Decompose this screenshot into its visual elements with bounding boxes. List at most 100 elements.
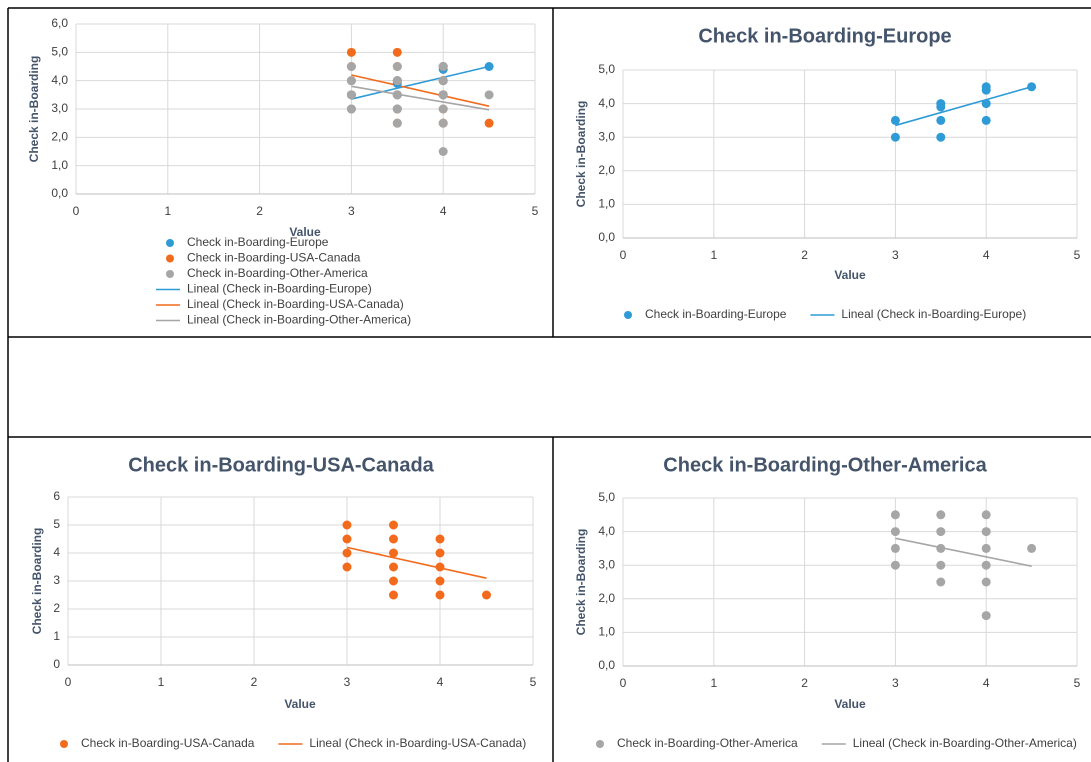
x-tick-label: 4 xyxy=(440,204,447,218)
legend-entry: Check in-Boarding-Europe xyxy=(624,307,787,321)
point xyxy=(1027,82,1037,92)
trend-line xyxy=(351,74,490,107)
point xyxy=(389,534,398,544)
y-tick-label: 4,0 xyxy=(598,524,615,538)
point xyxy=(438,118,448,128)
legend-marker xyxy=(60,740,68,748)
legend-label: Check in-Boarding-USA-Canada xyxy=(187,251,361,265)
legend-entry: Lineal (Check in-Boarding-Other-America) xyxy=(156,313,411,327)
x-axis-title: Value xyxy=(289,225,321,239)
point xyxy=(890,527,900,537)
legend-label: Lineal (Check in-Boarding-Other-America) xyxy=(853,736,1077,750)
point xyxy=(438,62,448,71)
legend-marker xyxy=(166,254,174,263)
point xyxy=(435,590,445,600)
point xyxy=(936,527,946,537)
x-tick-label: 0 xyxy=(65,675,72,689)
point xyxy=(981,577,991,587)
x-tick-label: 4 xyxy=(983,248,990,262)
x-tick-label: 4 xyxy=(437,675,444,689)
point xyxy=(936,115,946,125)
point xyxy=(389,590,398,600)
legend-label: Lineal (Check in-Boarding-USA-Canada) xyxy=(309,736,526,750)
legend-label: Check in-Boarding-Other-America xyxy=(617,736,798,750)
point xyxy=(438,76,448,86)
y-tick-label: 5,0 xyxy=(598,62,615,76)
point xyxy=(484,62,494,71)
y-tick-label: 5,0 xyxy=(598,490,615,504)
point xyxy=(981,510,991,520)
trend-line xyxy=(895,86,1032,127)
legend-label: Lineal (Check in-Boarding-Europe) xyxy=(187,282,372,296)
y-tick-label: 1,0 xyxy=(598,625,615,639)
y-tick-label: 4,0 xyxy=(598,96,615,110)
x-tick-label: 1 xyxy=(710,676,717,690)
point xyxy=(346,47,356,57)
y-tick-label: 1,0 xyxy=(598,197,615,211)
point xyxy=(484,118,494,128)
point xyxy=(890,510,900,520)
x-tick-label: 1 xyxy=(158,675,165,689)
x-tick-label: 3 xyxy=(892,248,899,262)
y-tick-label: 0,0 xyxy=(598,658,615,672)
legend-entry: Lineal (Check in-Boarding-Europe) xyxy=(156,282,372,296)
y-tick-label: 4,0 xyxy=(51,73,68,87)
point xyxy=(936,577,946,587)
legend-label: Lineal (Check in-Boarding-Other-America) xyxy=(187,313,411,327)
y-tick-label: 0,0 xyxy=(598,230,615,244)
point xyxy=(981,527,991,537)
legend-entry: Check in-Boarding-USA-Canada xyxy=(60,736,255,750)
legend-label: Lineal (Check in-Boarding-USA-Canada) xyxy=(187,297,404,311)
point xyxy=(981,560,991,570)
chart-title: Check in-Boarding-Europe xyxy=(698,25,951,47)
point xyxy=(435,576,445,586)
point xyxy=(346,104,356,114)
y-tick-label: 6 xyxy=(53,489,60,503)
y-tick-label: 3 xyxy=(53,573,60,587)
x-axis-title: Value xyxy=(284,697,316,711)
x-tick-label: 3 xyxy=(344,675,351,689)
point xyxy=(346,76,356,86)
point xyxy=(389,576,398,586)
point xyxy=(1027,543,1037,553)
point xyxy=(342,520,352,530)
legend-entry: Check in-Boarding-Other-America xyxy=(596,736,798,750)
x-tick-label: 0 xyxy=(73,204,80,218)
point xyxy=(981,543,991,553)
point xyxy=(484,90,494,100)
legend-label: Check in-Boarding-USA-Canada xyxy=(81,736,255,750)
trend-line xyxy=(346,546,487,579)
point xyxy=(392,90,402,100)
legend-marker xyxy=(166,239,174,247)
point xyxy=(438,90,448,100)
point xyxy=(936,543,946,553)
point xyxy=(936,510,946,520)
chart-title: Check in-Boarding-USA-Canada xyxy=(128,454,434,476)
legend-entry: Check in-Boarding-USA-Canada xyxy=(166,251,361,265)
point xyxy=(890,115,900,125)
point xyxy=(482,590,491,600)
point xyxy=(981,85,991,95)
point xyxy=(342,548,352,558)
y-axis-title: Check in-Boarding xyxy=(574,529,588,636)
legend-label: Check in-Boarding-Europe xyxy=(187,235,329,249)
y-tick-label: 0,0 xyxy=(51,186,68,200)
y-tick-label: 3,0 xyxy=(598,129,615,143)
x-tick-label: 2 xyxy=(251,675,258,689)
point xyxy=(981,99,991,109)
y-tick-label: 4 xyxy=(53,545,60,559)
x-tick-label: 0 xyxy=(620,248,627,262)
legend-entry: Lineal (Check in-Boarding-USA-Canada) xyxy=(278,736,526,750)
point xyxy=(981,115,991,125)
y-tick-label: 3,0 xyxy=(51,101,68,115)
legend-entry: Check in-Boarding-Europe xyxy=(166,235,329,249)
point xyxy=(890,132,900,142)
x-tick-label: 1 xyxy=(710,248,717,262)
x-axis-title: Value xyxy=(834,268,866,282)
point xyxy=(438,147,448,156)
x-tick-label: 3 xyxy=(892,676,899,690)
x-tick-label: 2 xyxy=(801,676,808,690)
y-tick-label: 1 xyxy=(53,629,60,643)
